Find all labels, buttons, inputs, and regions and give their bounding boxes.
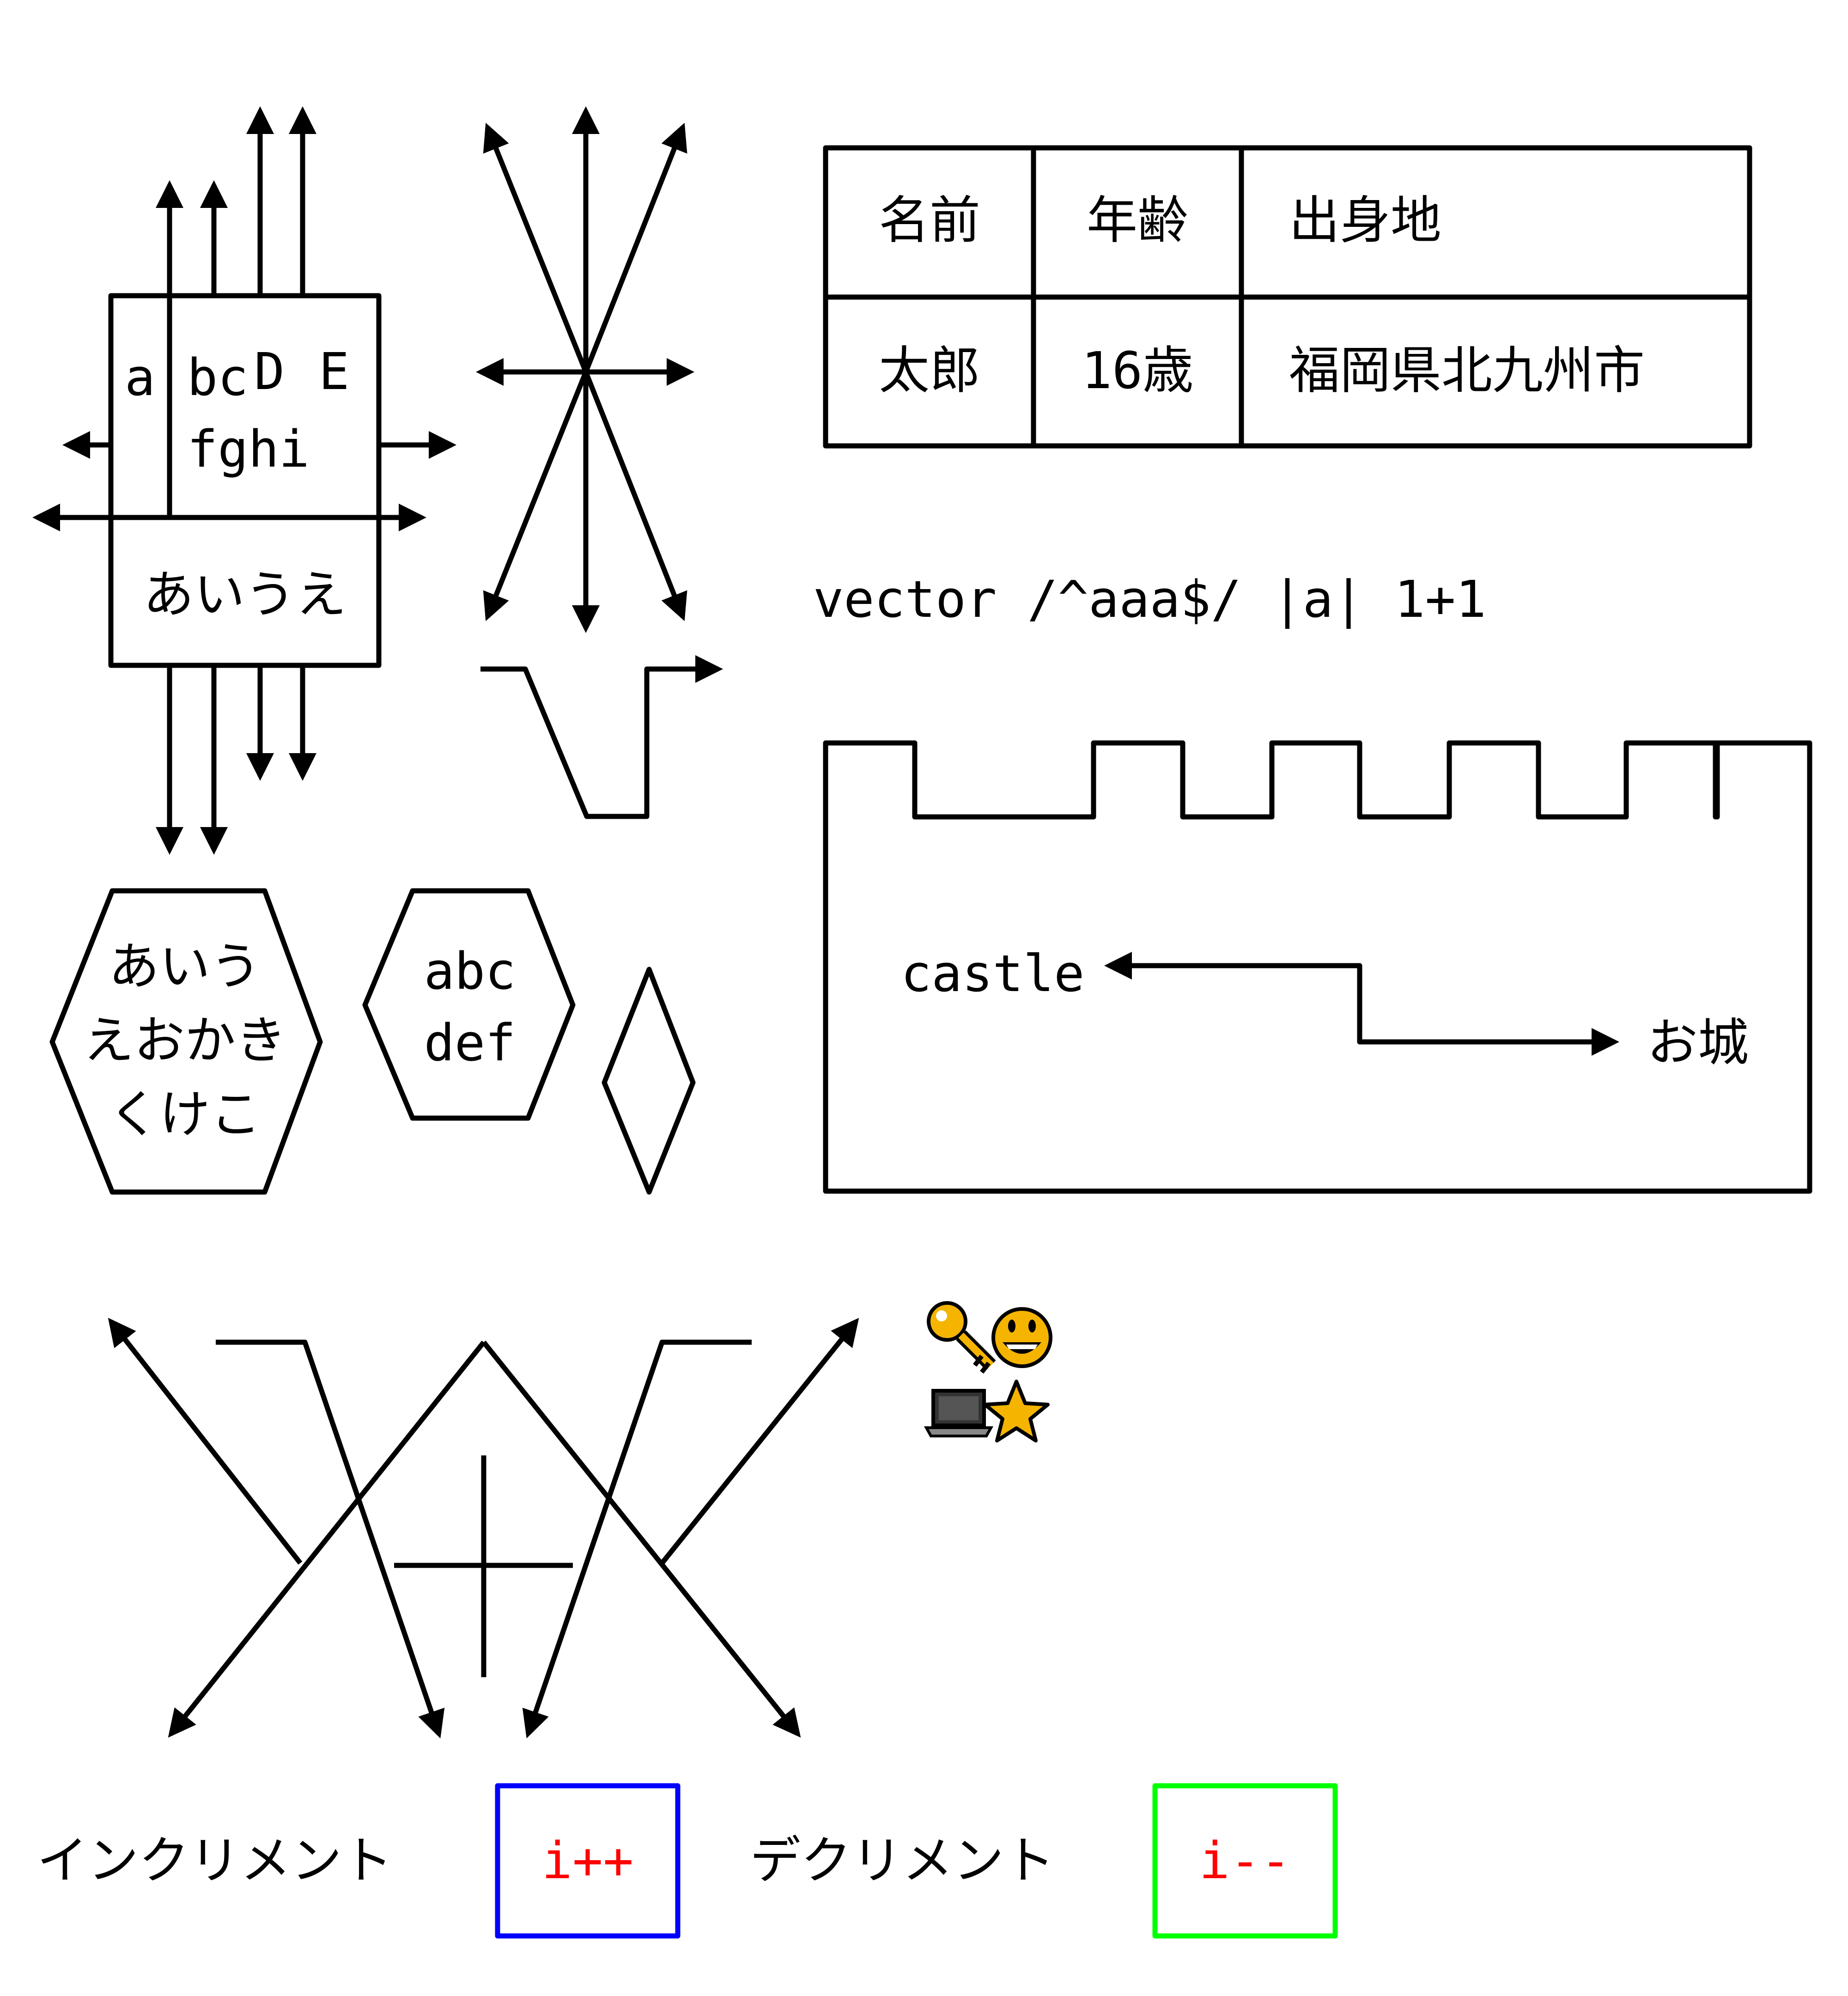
decrement-label: デクリメント bbox=[750, 1831, 1055, 1890]
table-header-age: 年齢 bbox=[1087, 191, 1188, 250]
burst-arrow-up-left bbox=[483, 122, 589, 373]
castle-right-label: お城 bbox=[1647, 1013, 1749, 1072]
table-header-birthplace: 出身地 bbox=[1289, 191, 1441, 250]
left-box-cell-fghi: fghi bbox=[187, 420, 310, 479]
table-header-name: 名前 bbox=[879, 191, 980, 250]
vector-text: vector /^aaa$/ |a| 1+1 bbox=[813, 570, 1486, 629]
table-cell-birthplace: 福岡県北九州市 bbox=[1289, 341, 1645, 400]
hexagon-large-shape bbox=[49, 888, 323, 1195]
smiley-icon: 😀 bbox=[991, 1307, 1052, 1368]
key-icon: 🔑 bbox=[927, 1301, 996, 1374]
burst-arrow-up-right bbox=[583, 122, 687, 373]
increment-label: インクリメント bbox=[37, 1831, 393, 1890]
cross-arrow-2 bbox=[216, 1339, 445, 1739]
castle-left-label: castle bbox=[901, 944, 1084, 1003]
left-box-cell-a: a bbox=[125, 348, 155, 407]
hexagon-small-shape bbox=[362, 888, 576, 1121]
laptop-icon: 💻 bbox=[924, 1389, 994, 1437]
left-box-cell-E: E bbox=[319, 342, 349, 401]
hexagon-large-line-3: くけこ bbox=[109, 1085, 261, 1144]
bottom-crossing-arrows bbox=[108, 1318, 859, 1739]
trench-path-arrow bbox=[480, 655, 723, 819]
emoji-cluster: 🔑 😀 💻 ⭐ bbox=[924, 1301, 1052, 1442]
hexagon-large-line-1: あいう bbox=[109, 937, 261, 996]
left-box-cell-bc: bc bbox=[187, 348, 248, 407]
left-box-group bbox=[32, 106, 456, 855]
starburst-arrows bbox=[476, 106, 694, 633]
hexagon-large-line-2: えおかき bbox=[83, 1011, 286, 1070]
left-box-cell-D: D bbox=[254, 342, 285, 401]
decrement-code-box bbox=[1152, 1783, 1338, 1939]
hexagon-small-line-2: def bbox=[424, 1013, 516, 1072]
info-table bbox=[823, 145, 1752, 449]
hexagon-small-line-1: abc bbox=[424, 942, 516, 1001]
table-cell-age: 16歳 bbox=[1082, 341, 1193, 400]
left-box-outline bbox=[108, 293, 382, 668]
star-icon: ⭐ bbox=[983, 1380, 1050, 1442]
table-cell-name: 太郎 bbox=[879, 341, 980, 400]
cross-arrow-5 bbox=[522, 1339, 752, 1739]
castle-link-arrow-right bbox=[1357, 967, 1619, 1056]
decrement-code: i-- bbox=[1199, 1831, 1291, 1890]
castle-link-arrow-left bbox=[1104, 952, 1362, 980]
cross-arrow-6 bbox=[660, 1318, 859, 1565]
cross-arrow-3 bbox=[168, 1340, 486, 1738]
burst-arrow-down-left bbox=[483, 371, 589, 621]
cross-arrow-1 bbox=[108, 1318, 303, 1565]
cross-arrow-4 bbox=[481, 1340, 801, 1738]
castle-outline bbox=[823, 740, 1812, 1194]
diamond-shape bbox=[602, 967, 696, 1195]
burst-arrow-down-right bbox=[583, 371, 687, 621]
left-box-bottom-text: あいうえ bbox=[143, 565, 346, 624]
increment-code-box bbox=[495, 1783, 681, 1939]
increment-code: i++ bbox=[542, 1831, 634, 1890]
